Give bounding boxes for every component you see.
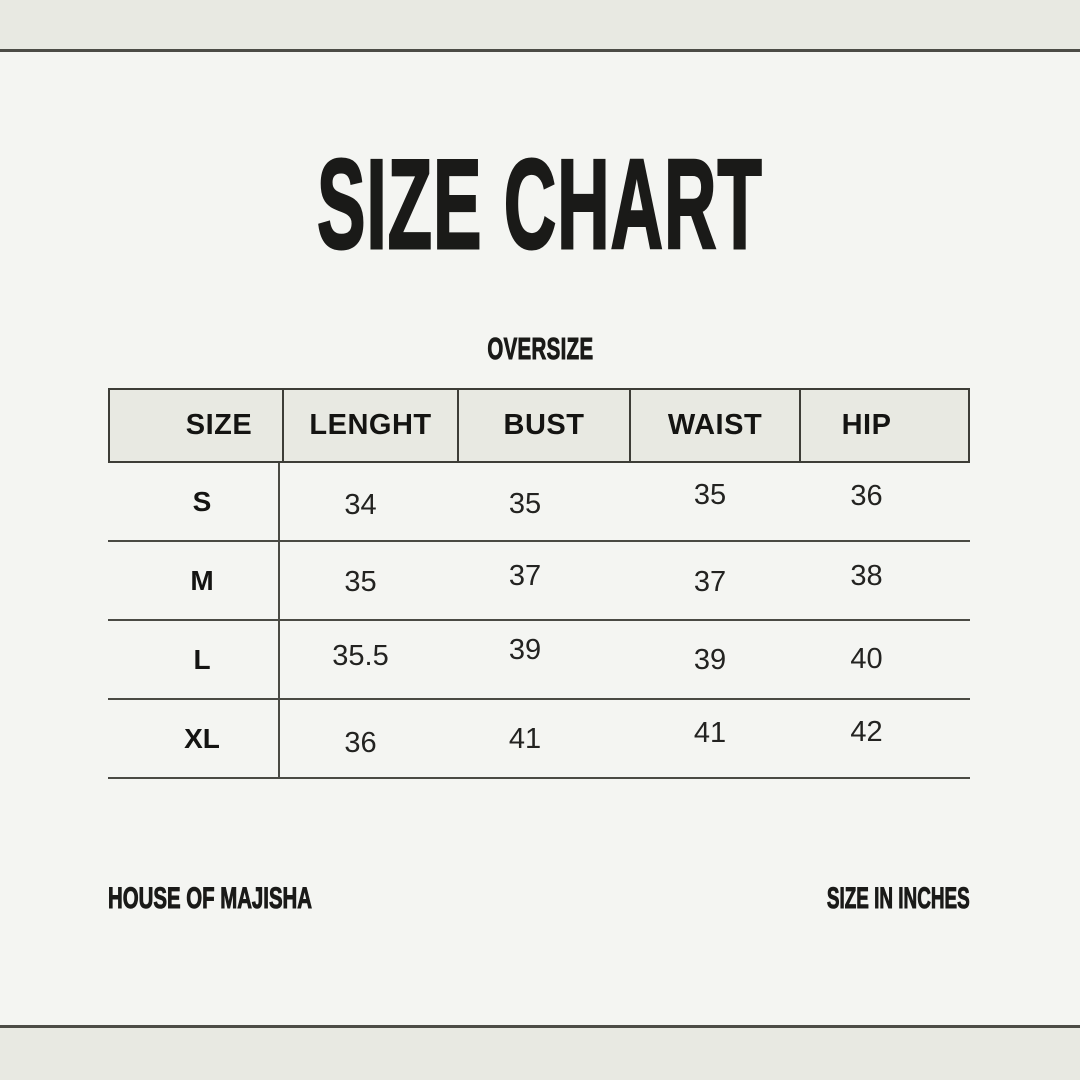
value-cell-length: 36 (344, 727, 377, 759)
table-row-s: S 34 35 35 36 (108, 463, 970, 542)
value-cell-length: 35.5 (332, 640, 389, 672)
table-body: S 34 35 35 36 M 35 37 37 38 L 35.5 39 39… (108, 463, 970, 779)
size-table: SIZE LENGHT BUST WAIST HIP S 34 35 35 36… (108, 388, 970, 779)
subtitle-row: OVERSIZE (0, 326, 1080, 372)
unit-note-row: SIZE IN INCHES (743, 876, 970, 922)
value-cell-waist: 37 (693, 566, 727, 598)
size-label: L (108, 621, 280, 698)
table-row-xl: XL 36 41 41 42 (108, 700, 970, 779)
value-cell-hip: 36 (850, 480, 883, 512)
value-cell-bust: 41 (508, 723, 542, 755)
size-label: XL (108, 700, 280, 777)
value-cell-bust: 39 (508, 634, 542, 666)
value-cell-hip: 42 (850, 716, 883, 748)
brand-row: HOUSE OF MAJISHA (108, 876, 408, 922)
value-cell-waist: 41 (693, 717, 727, 749)
value-cell-waist: 39 (693, 644, 727, 676)
header-cell-hip: HIP (799, 390, 972, 461)
brand-text: HOUSE OF MAJISHA (108, 882, 313, 916)
unit-note-text: SIZE IN INCHES (827, 882, 970, 916)
value-cell-length: 34 (344, 489, 377, 521)
page-title: SIZE CHART (316, 132, 763, 277)
value-cell-waist: 35 (693, 479, 727, 511)
bottom-band (0, 1025, 1080, 1080)
size-label: S (108, 463, 280, 540)
value-cell-bust: 37 (508, 560, 542, 592)
value-cell-hip: 38 (850, 560, 883, 592)
header-cell-waist: WAIST (629, 390, 799, 461)
table-row-m: M 35 37 37 38 (108, 542, 970, 621)
header-cell-bust: BUST (457, 390, 629, 461)
header-cell-size: SIZE (185, 409, 253, 441)
table-header-row: SIZE LENGHT BUST WAIST HIP (108, 388, 970, 463)
value-cell-hip: 40 (850, 643, 883, 675)
size-label: M (108, 542, 280, 619)
table-row-l: L 35.5 39 39 40 (108, 621, 970, 700)
subtitle: OVERSIZE (486, 331, 594, 367)
header-cell-length: LENGHT (282, 390, 457, 461)
value-cell-length: 35 (344, 566, 377, 598)
top-band (0, 0, 1080, 52)
title-row: SIZE CHART (0, 132, 1080, 277)
value-cell-bust: 35 (508, 488, 542, 520)
